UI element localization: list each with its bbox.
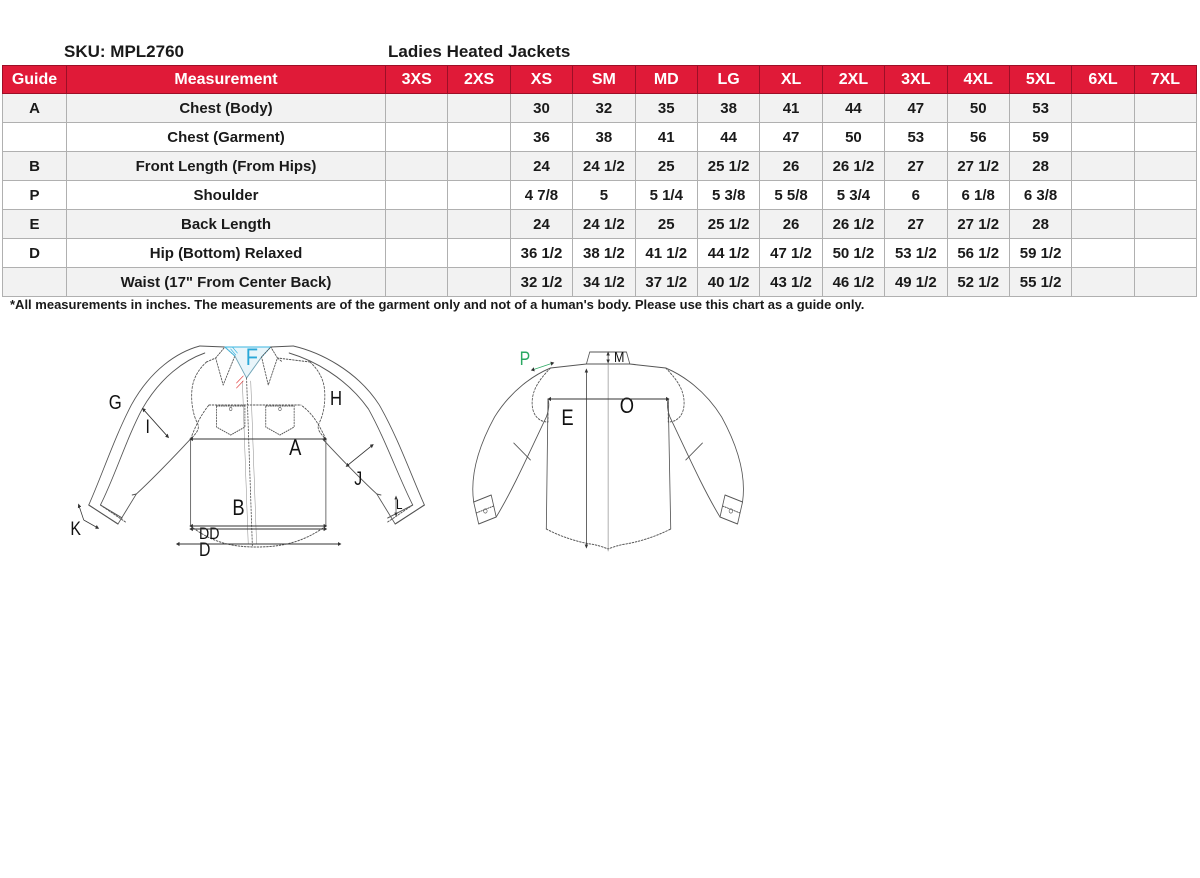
svg-text:L: L <box>396 496 403 512</box>
svg-text:M: M <box>614 348 624 365</box>
svg-text:H: H <box>330 387 342 410</box>
svg-text:F: F <box>246 343 258 370</box>
svg-text:K: K <box>70 518 81 540</box>
svg-text:E: E <box>561 407 573 431</box>
svg-text:P: P <box>520 348 531 370</box>
svg-text:I: I <box>146 416 150 438</box>
svg-text:O: O <box>620 395 634 419</box>
svg-text:J: J <box>354 468 362 490</box>
svg-text:B: B <box>232 497 244 521</box>
svg-text:D: D <box>199 539 210 561</box>
svg-text:A: A <box>289 437 302 461</box>
svg-text:G: G <box>109 391 122 414</box>
